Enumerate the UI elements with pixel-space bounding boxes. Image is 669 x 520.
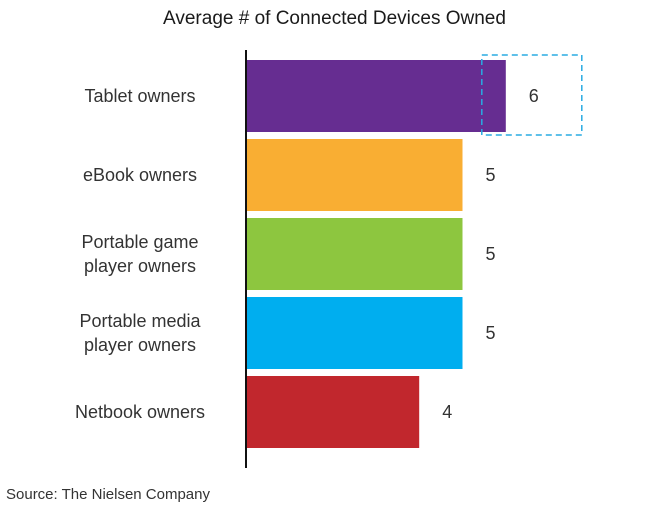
bar <box>246 297 463 369</box>
data-label: 5 <box>485 244 495 264</box>
category-label: player owners <box>84 335 196 355</box>
data-label: 5 <box>485 165 495 185</box>
category-label: Portable media <box>79 311 201 331</box>
bar <box>246 218 463 290</box>
bar <box>246 139 463 211</box>
data-label: 4 <box>442 402 452 422</box>
category-label: Tablet owners <box>84 86 195 106</box>
data-label: 5 <box>485 323 495 343</box>
data-label: 6 <box>529 86 539 106</box>
highlight-box <box>481 54 583 136</box>
category-label: player owners <box>84 256 196 276</box>
chart-title: Average # of Connected Devices Owned <box>163 8 506 29</box>
bar <box>246 60 506 132</box>
bar <box>246 376 420 448</box>
category-label: Netbook owners <box>75 402 205 422</box>
category-label: Portable game <box>81 232 198 252</box>
category-label: eBook owners <box>83 165 197 185</box>
source-note: Source: The Nielsen Company <box>6 486 210 503</box>
